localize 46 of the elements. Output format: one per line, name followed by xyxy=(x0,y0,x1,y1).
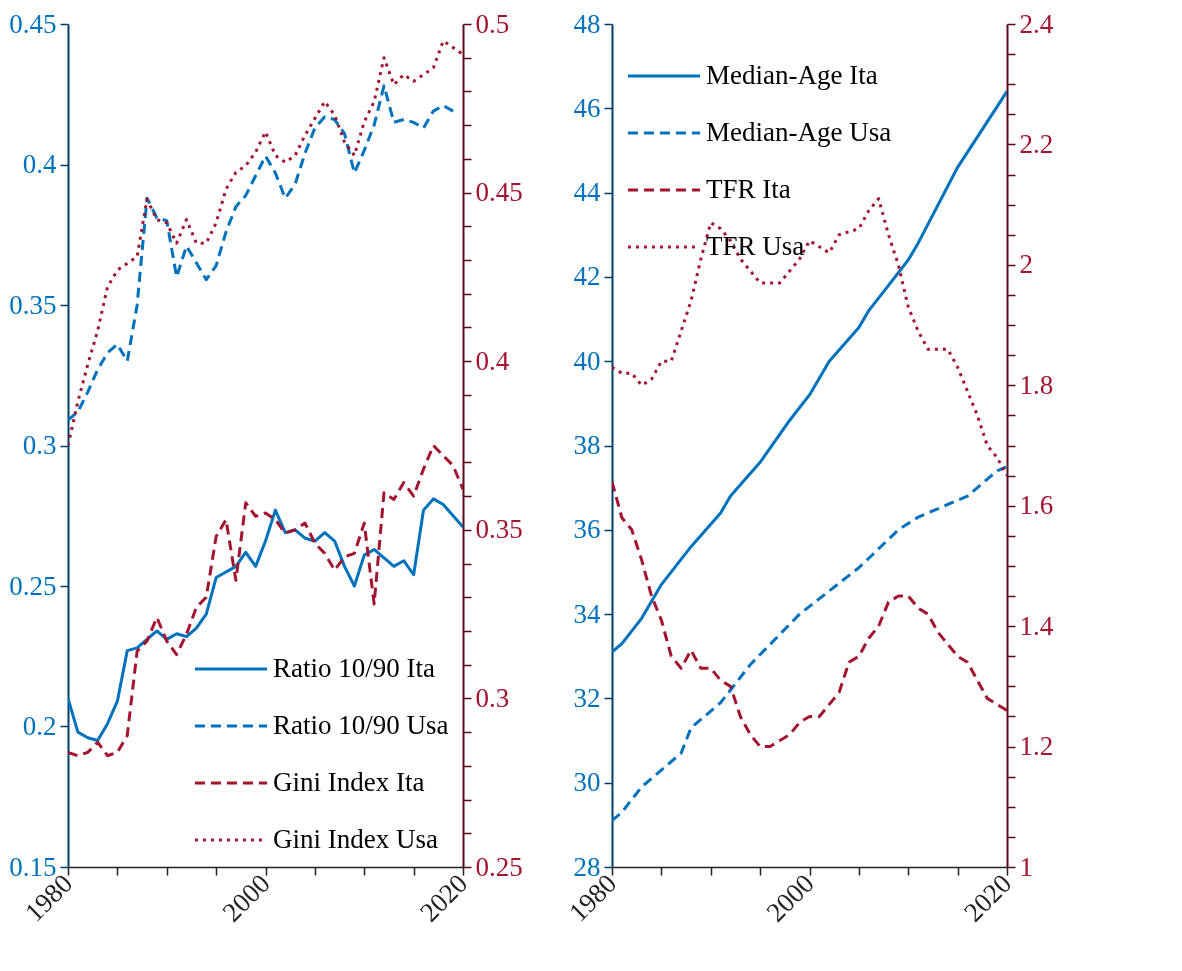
line-series xyxy=(612,197,1007,478)
y2-tick-label: 1 xyxy=(1019,851,1033,882)
y-tick-label: 46 xyxy=(573,92,601,123)
y-tick-label: 34 xyxy=(573,598,601,629)
y2-tick-label: 2.2 xyxy=(1019,128,1054,159)
y-tick-label: 48 xyxy=(573,8,601,39)
y-tick-label: 42 xyxy=(573,261,601,292)
y2-tick-label: 1.8 xyxy=(1019,369,1054,400)
legend-label: Median-Age Ita xyxy=(706,60,878,90)
y2-tick-label: 2 xyxy=(1019,249,1033,280)
line-series xyxy=(68,444,463,758)
y2-tick-label: 0.25 xyxy=(475,851,523,882)
y-tick-label: 44 xyxy=(573,177,601,208)
legend-label: Ratio 10/90 Ita xyxy=(273,653,435,683)
y2-tick-label: 2.4 xyxy=(1019,8,1054,39)
line-series xyxy=(68,497,463,743)
y2-tick-label: 1.4 xyxy=(1019,610,1054,641)
legend-label: TFR Ita xyxy=(706,174,791,204)
line-series xyxy=(612,89,1007,654)
legend-label: TFR Usa xyxy=(706,231,805,261)
y-tick-label: 36 xyxy=(573,514,601,545)
line-series xyxy=(68,84,455,422)
y-tick-label: 0.35 xyxy=(9,289,57,320)
y2-tick-label: 0.45 xyxy=(475,177,523,208)
legend-label: Gini Index Ita xyxy=(273,767,425,797)
y-tick-label: 0.4 xyxy=(22,149,57,179)
line-series xyxy=(68,39,463,447)
y-tick-label: 0.2 xyxy=(22,711,57,741)
y-tick-label: 40 xyxy=(573,345,601,376)
legend-label: Median-Age Usa xyxy=(706,117,892,147)
y2-tick-label: 0.4 xyxy=(475,345,510,376)
legend-label: Ratio 10/90 Usa xyxy=(273,710,449,740)
y2-tick-label: 0.3 xyxy=(475,682,510,713)
y-tick-label: 38 xyxy=(573,430,601,460)
y2-tick-label: 0.5 xyxy=(475,8,510,39)
y-tick-label: 0.45 xyxy=(9,8,57,39)
y-tick-label: 30 xyxy=(573,767,601,798)
y-tick-label: 32 xyxy=(573,682,601,713)
line-series xyxy=(612,465,1007,823)
legend-label: Gini Index Usa xyxy=(273,824,438,854)
y-tick-label: 0.25 xyxy=(9,570,57,601)
y2-tick-label: 1.6 xyxy=(1019,490,1054,521)
y-tick-label: 0.3 xyxy=(22,430,57,460)
y2-tick-label: 0.35 xyxy=(475,514,523,545)
y2-tick-label: 1.2 xyxy=(1019,731,1054,762)
line-series xyxy=(612,480,1007,749)
